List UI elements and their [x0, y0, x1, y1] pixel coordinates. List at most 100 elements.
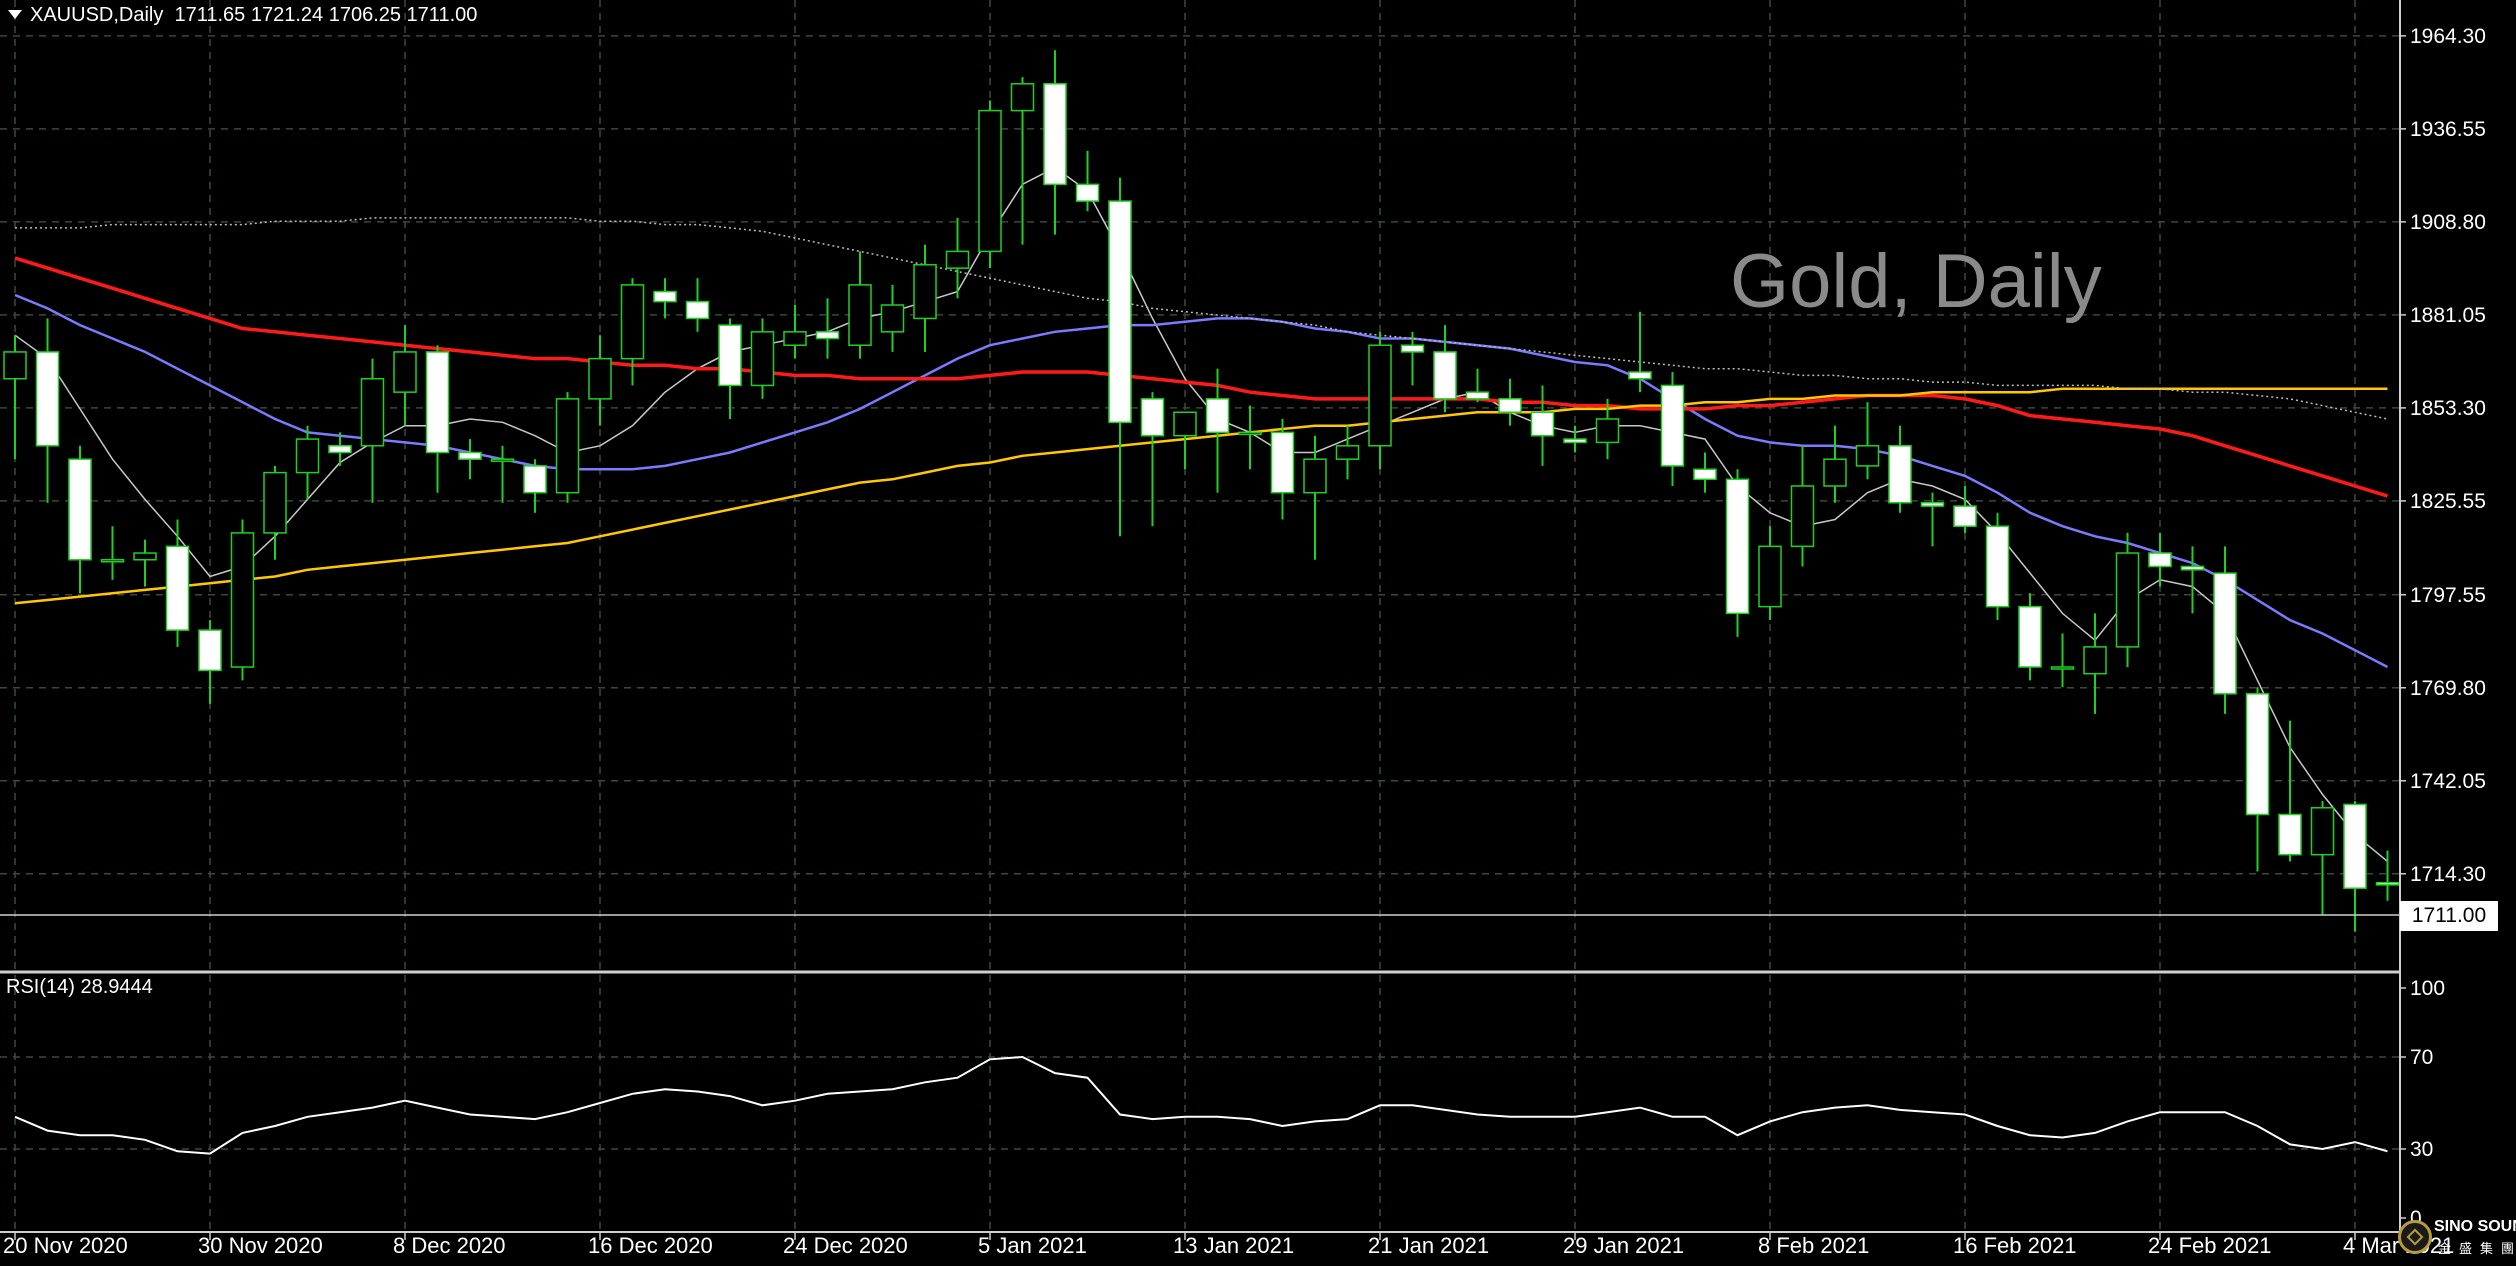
- candle-body-bearish: [1888, 445, 1912, 504]
- candle: [198, 620, 222, 704]
- candle-body-bearish: [1530, 411, 1555, 437]
- candle: [2310, 801, 2335, 916]
- candle-body-bearish: [653, 290, 677, 303]
- candle: [815, 298, 840, 359]
- logo-text-line1: SINO SOUND: [2434, 1218, 2516, 1235]
- candle: [1270, 418, 1295, 520]
- time-tick-label: 24 Feb 2021: [2148, 1233, 2272, 1258]
- candle-body-bullish: [100, 558, 125, 563]
- candle-body-bearish: [165, 545, 190, 631]
- rsi-indicator-label: RSI(14) 28.9444: [6, 976, 153, 998]
- candle: [230, 519, 255, 681]
- candle: [1205, 368, 1230, 493]
- candle: [360, 358, 385, 503]
- candle-body-bearish: [1205, 398, 1230, 434]
- time-tick-label: 16 Feb 2021: [1953, 1233, 2077, 1258]
- candle-body-bullish: [1303, 458, 1327, 494]
- chart-header: XAUUSD,Daily 1711.65 1721.24 1706.25 171…: [4, 4, 477, 27]
- candle: [1758, 526, 1782, 621]
- sino-sound-logo: SINO SOUND 金盛集團: [2398, 1216, 2516, 1264]
- candle: [165, 519, 190, 647]
- time-tick-label: 29 Jan 2021: [1563, 1233, 1684, 1258]
- candle-body-bearish: [35, 351, 60, 447]
- candle: [328, 432, 352, 466]
- candle-body-bullish: [2083, 646, 2107, 675]
- candle: [1173, 411, 1197, 470]
- ma-blue-line: [14, 293, 2389, 669]
- dropdown-triangle-icon[interactable]: [8, 10, 22, 20]
- candle-body-bullish: [588, 357, 612, 400]
- candle-body-bearish: [68, 458, 92, 561]
- price-tick-label: 1908.80: [2410, 211, 2486, 234]
- candle-body-bearish: [1465, 391, 1490, 400]
- candle: [1563, 425, 1587, 453]
- candle-body-bearish: [685, 300, 710, 320]
- candle-body-bearish: [1628, 371, 1652, 380]
- rsi-line: [14, 1055, 2388, 1155]
- price-axis: 1964.30 1936.55 1908.80 1881.05 1853.30 1825.…: [2400, 25, 2486, 886]
- candle: [555, 392, 580, 503]
- candle: [1888, 425, 1912, 513]
- candle-body-bullish: [848, 284, 872, 346]
- candle: [913, 244, 937, 352]
- candle-body-bullish: [978, 109, 1002, 253]
- candle-body-bullish: [1790, 485, 1815, 548]
- candle-body-bullish: [2115, 552, 2140, 648]
- rsi-tick-label: 30: [2410, 1138, 2433, 1161]
- candle-body-bullish: [1335, 445, 1360, 460]
- price-tick-label: 1769.80: [2410, 677, 2486, 700]
- candle: [393, 325, 417, 426]
- logo-text-line2: 金盛集團: [2438, 1242, 2516, 1257]
- candle-body-bearish: [1140, 398, 1165, 437]
- candle-body-bearish: [523, 465, 547, 494]
- candle-body-bullish: [1238, 431, 1262, 436]
- candle-body-bullish: [490, 458, 515, 462]
- ma-yellow-line: [14, 387, 2388, 605]
- candle-body-bearish: [2343, 803, 2367, 889]
- candle: [620, 278, 645, 386]
- candle-body-bearish: [2180, 565, 2205, 571]
- candle-body-bearish: [458, 451, 482, 460]
- candle-body-bullish: [1173, 411, 1197, 437]
- candle: [2213, 546, 2237, 714]
- rsi-tick-label: 70: [2410, 1046, 2433, 1069]
- candle: [1790, 445, 1815, 567]
- candle-body-bearish: [1660, 384, 1685, 467]
- candle: [1920, 492, 1945, 547]
- candle: [1303, 435, 1327, 560]
- candle-body-bearish: [1953, 505, 1977, 527]
- candle: [2278, 720, 2302, 862]
- candle-body-bearish: [425, 351, 450, 454]
- candle-body-bullish: [263, 471, 287, 534]
- candle: [458, 439, 482, 480]
- candle: [1628, 311, 1652, 393]
- candle: [1368, 331, 1392, 470]
- time-tick-label: 8 Feb 2021: [1758, 1233, 1869, 1258]
- logo-emblem-icon: [2398, 1220, 2432, 1254]
- candle: [3, 335, 27, 460]
- candle-body-bullish: [230, 532, 255, 668]
- candle-body-bullish: [1010, 83, 1035, 112]
- candle: [718, 318, 742, 419]
- candle: [1108, 177, 1132, 537]
- ohlc-values: 1711.65 1721.24 1706.25 1711.00: [174, 4, 478, 26]
- candle: [1823, 425, 1847, 503]
- candle-body-bearish: [1433, 351, 1457, 400]
- candle-body-bullish: [1855, 445, 1880, 467]
- candle: [523, 459, 547, 513]
- candle-body-bullish: [2050, 666, 2075, 670]
- candle: [1335, 425, 1360, 480]
- candle: [653, 278, 677, 319]
- candle-body-bullish: [360, 377, 385, 447]
- candle-body-bearish: [1920, 502, 1945, 507]
- candle-body-bearish: [1985, 525, 2010, 608]
- candle: [2148, 532, 2172, 587]
- candle-body-bearish: [2375, 881, 2400, 886]
- candle-body-bullish: [1595, 418, 1620, 444]
- chart-watermark: Gold, Daily: [1730, 239, 2102, 324]
- candle-body-bearish: [1563, 438, 1587, 444]
- candle-body-bearish: [718, 324, 742, 387]
- candle: [490, 445, 515, 503]
- candle-body-bearish: [2245, 693, 2270, 816]
